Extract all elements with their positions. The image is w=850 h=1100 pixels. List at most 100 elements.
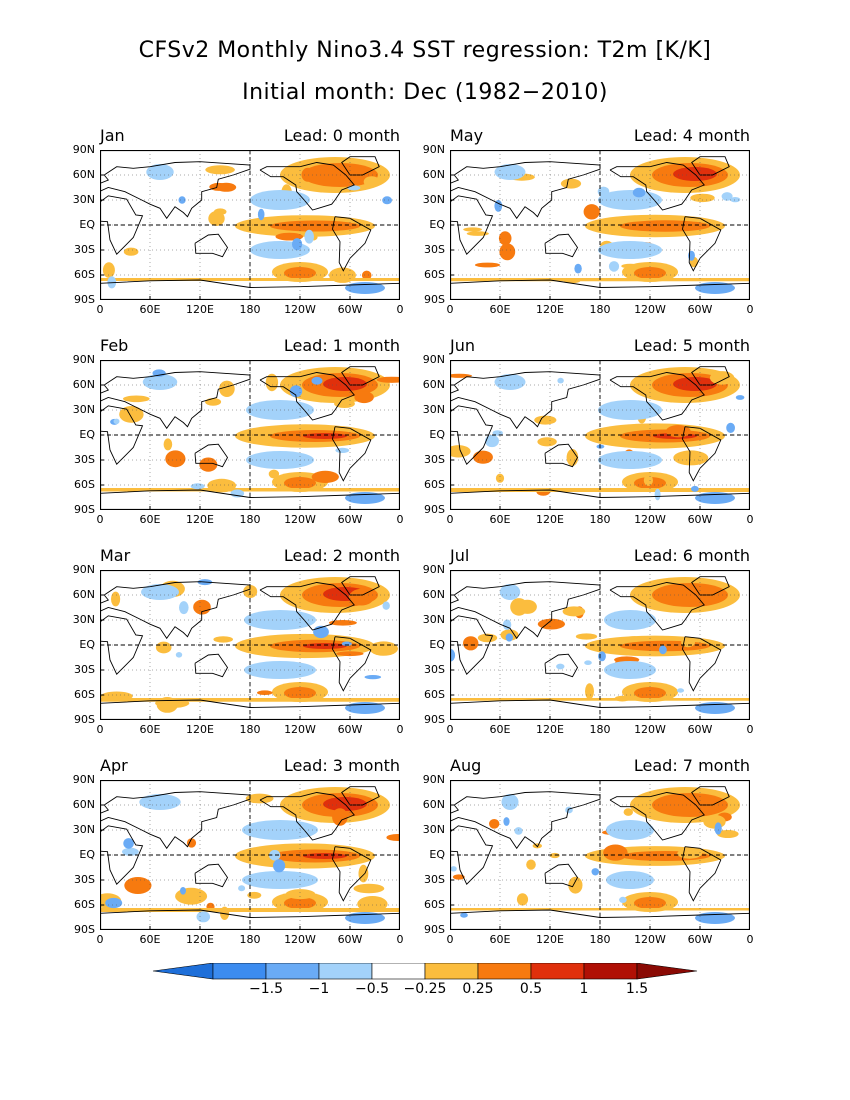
regression-map	[100, 360, 400, 510]
lat-tick-label: 60N	[422, 588, 445, 601]
panel-month-label: Aug	[450, 756, 482, 775]
regression-map	[450, 780, 750, 930]
lon-tick-label: 120W	[284, 513, 316, 526]
panel-lead-label: Lead: 1 month	[283, 336, 400, 355]
regression-map	[450, 360, 750, 510]
lat-tick-label: 30N	[422, 823, 445, 836]
colorbar-swatch	[265, 963, 320, 980]
lon-tick-label: 180	[589, 723, 611, 736]
lon-tick-label: 120W	[634, 513, 666, 526]
map-field	[100, 780, 400, 930]
lat-tick-label: 60S	[424, 898, 445, 911]
lon-tick-label: 120W	[634, 723, 666, 736]
panel-month-label: Feb	[100, 336, 129, 355]
map-field	[450, 570, 750, 720]
lon-tick-label: 0	[396, 513, 404, 526]
map-field	[450, 360, 750, 510]
lon-tick-label: 60E	[139, 513, 161, 526]
lon-tick-label: 0	[446, 303, 454, 316]
lat-tick-label: 90S	[74, 713, 95, 726]
lat-tick-label: 30N	[422, 403, 445, 416]
lat-tick-label: 60S	[74, 688, 95, 701]
lon-tick-label: 0	[446, 513, 454, 526]
lon-tick-label: 0	[446, 723, 454, 736]
colorbar-tick-label: −1	[308, 981, 330, 997]
lon-tick-label: 60W	[687, 303, 713, 316]
colorbar-swatch	[530, 963, 585, 980]
lat-tick-label: 30S	[74, 453, 95, 466]
lat-tick-label: EQ	[79, 848, 95, 861]
map-field	[450, 780, 750, 930]
lat-tick-label: 30N	[72, 823, 95, 836]
lon-tick-label: 60W	[337, 513, 363, 526]
map-field	[100, 570, 400, 720]
lat-tick-label: 30N	[72, 613, 95, 626]
lon-tick-label: 60W	[337, 933, 363, 946]
lon-tick-label: 0	[396, 303, 404, 316]
lon-tick-label: 120W	[284, 303, 316, 316]
lon-tick-label: 0	[96, 513, 104, 526]
regression-map	[450, 150, 750, 300]
panel-month-label: Jul	[450, 546, 470, 565]
lat-tick-label: 90N	[72, 773, 95, 786]
lon-tick-label: 120E	[536, 723, 564, 736]
lat-tick-label: 60S	[74, 898, 95, 911]
lon-tick-label: 180	[239, 723, 261, 736]
lon-tick-label: 180	[589, 303, 611, 316]
lat-tick-label: 30S	[74, 663, 95, 676]
figure-subtitle: Initial month: Dec (1982−2010)	[242, 80, 608, 105]
panel-month-label: May	[450, 126, 484, 145]
lat-tick-label: 90N	[72, 143, 95, 156]
colorbar-swatch	[636, 963, 698, 980]
lat-tick-label: 60S	[74, 478, 95, 491]
lon-tick-label: 60E	[489, 933, 511, 946]
lat-tick-label: 90S	[74, 923, 95, 936]
colorbar-tick-label: 0.25	[462, 981, 494, 997]
panel-lead-label: Lead: 3 month	[283, 756, 400, 775]
lat-tick-label: EQ	[79, 218, 95, 231]
panel-lead-label: Lead: 6 month	[633, 546, 750, 565]
lat-tick-label: 30S	[424, 663, 445, 676]
colorbar-tick-label: −1.5	[249, 981, 283, 997]
lon-tick-label: 60W	[687, 933, 713, 946]
colorbar-swatch	[152, 963, 214, 980]
lon-tick-label: 0	[446, 933, 454, 946]
regression-map	[100, 150, 400, 300]
lat-tick-label: 90N	[422, 773, 445, 786]
lon-tick-label: 120E	[536, 513, 564, 526]
panel-lead-label: Lead: 5 month	[633, 336, 750, 355]
colorbar-swatch	[583, 963, 638, 980]
panel-month-label: Jan	[100, 126, 125, 145]
lon-tick-label: 120W	[284, 723, 316, 736]
lon-tick-label: 60W	[337, 723, 363, 736]
colorbar-swatch	[212, 963, 267, 980]
lon-tick-label: 120E	[536, 303, 564, 316]
lat-tick-label: 30N	[422, 613, 445, 626]
map-field	[100, 150, 400, 300]
lon-tick-label: 120E	[186, 933, 214, 946]
lon-tick-label: 60E	[139, 933, 161, 946]
colorbar-tick-label: 1.5	[625, 981, 649, 997]
colorbar-tick-label: 0.5	[519, 981, 543, 997]
lat-tick-label: 60N	[72, 378, 95, 391]
lon-tick-label: 120E	[536, 933, 564, 946]
lon-tick-label: 120W	[634, 933, 666, 946]
lat-tick-label: 90S	[74, 503, 95, 516]
colorbar-tick-label: −0.25	[403, 981, 447, 997]
lon-tick-label: 180	[589, 513, 611, 526]
regression-map	[100, 570, 400, 720]
lat-tick-label: EQ	[79, 638, 95, 651]
colorbar-tick-label: −0.5	[355, 981, 389, 997]
lon-tick-label: 60E	[489, 513, 511, 526]
lat-tick-label: 90S	[424, 923, 445, 936]
lon-tick-label: 0	[746, 933, 754, 946]
lon-tick-label: 60E	[489, 303, 511, 316]
lat-tick-label: 30S	[424, 873, 445, 886]
lat-tick-label: 60N	[72, 798, 95, 811]
lat-tick-label: 30S	[424, 243, 445, 256]
panel-lead-label: Lead: 7 month	[633, 756, 750, 775]
lon-tick-label: 60W	[337, 303, 363, 316]
lat-tick-label: 90S	[424, 503, 445, 516]
lat-tick-label: 30N	[422, 193, 445, 206]
lat-tick-label: EQ	[429, 218, 445, 231]
